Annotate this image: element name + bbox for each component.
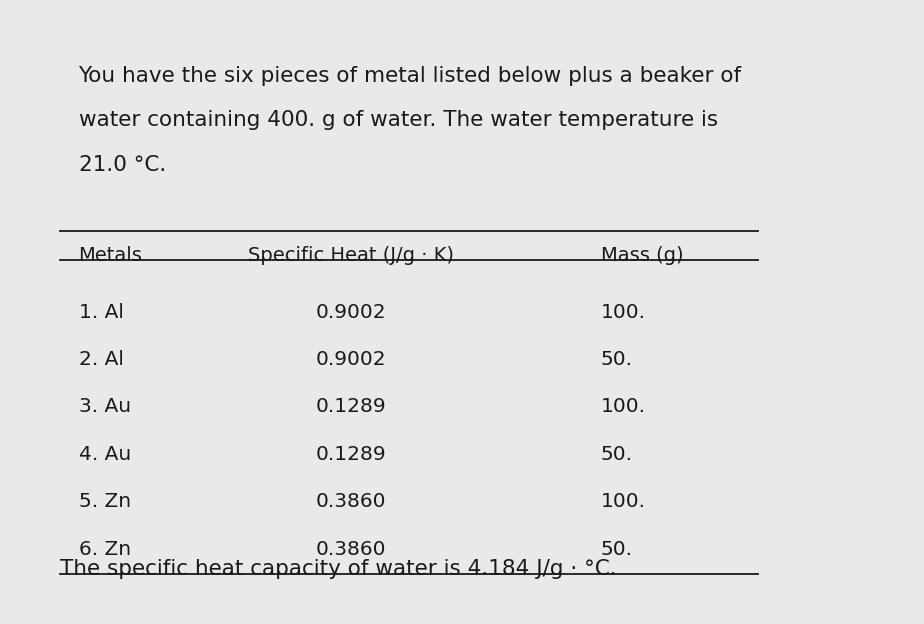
Text: 0.1289: 0.1289 (316, 397, 386, 416)
Text: 0.1289: 0.1289 (316, 445, 386, 464)
Text: 3. Au: 3. Au (79, 397, 130, 416)
Text: You have the six pieces of metal listed below plus a beaker of: You have the six pieces of metal listed … (79, 66, 742, 85)
Text: 0.9002: 0.9002 (316, 350, 386, 369)
Text: Metals: Metals (79, 246, 142, 265)
Text: Mass (g): Mass (g) (601, 246, 683, 265)
Text: 100.: 100. (601, 303, 646, 321)
Text: 50.: 50. (601, 350, 633, 369)
Text: 4. Au: 4. Au (79, 445, 131, 464)
Text: 50.: 50. (601, 445, 633, 464)
Text: 1. Al: 1. Al (79, 303, 124, 321)
Text: 5. Zn: 5. Zn (79, 492, 130, 511)
Text: The specific heat capacity of water is 4.184 J/g · °C.: The specific heat capacity of water is 4… (60, 559, 616, 579)
Text: 100.: 100. (601, 397, 646, 416)
Text: 2. Al: 2. Al (79, 350, 124, 369)
Text: 6. Zn: 6. Zn (79, 540, 130, 558)
Text: 100.: 100. (601, 492, 646, 511)
Text: 0.3860: 0.3860 (316, 492, 386, 511)
Text: 21.0 °C.: 21.0 °C. (79, 155, 165, 175)
Text: water containing 400. g of water. The water temperature is: water containing 400. g of water. The wa… (79, 110, 718, 130)
Text: 0.3860: 0.3860 (316, 540, 386, 558)
Text: Specific Heat (J/g · K): Specific Heat (J/g · K) (249, 246, 454, 265)
Text: 50.: 50. (601, 540, 633, 558)
Text: 0.9002: 0.9002 (316, 303, 386, 321)
